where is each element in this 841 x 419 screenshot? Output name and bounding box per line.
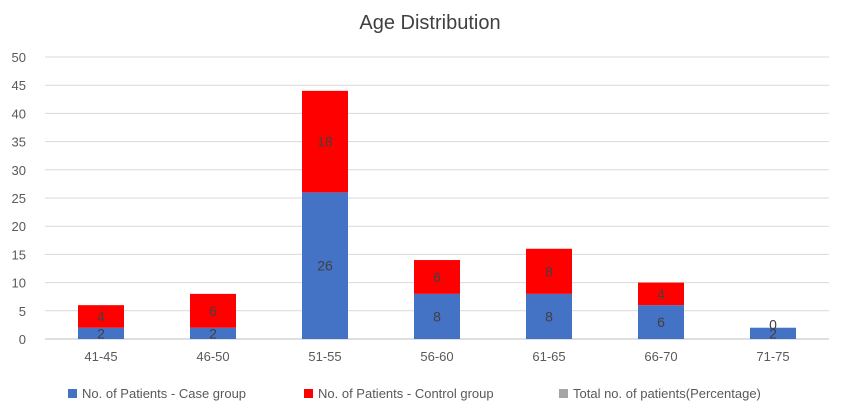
legend: No. of Patients - Case group No. of Patie… [68, 386, 761, 401]
data-label-case: 2 [769, 325, 777, 341]
y-tick-label: 10 [12, 276, 26, 291]
bar-control-51-55 [302, 90, 348, 193]
data-label-control: 18 [317, 134, 333, 150]
x-tick-label: 71-75 [756, 349, 789, 364]
gridlines [45, 56, 829, 340]
data-label-control: 6 [209, 303, 217, 319]
data-label-case: 2 [97, 325, 105, 341]
bar-control-61-65 [526, 248, 572, 294]
data-label-control: 0 [769, 317, 777, 333]
legend-swatch [559, 389, 568, 398]
data-label-control: 6 [433, 269, 441, 285]
y-tick-label: 5 [19, 304, 26, 319]
y-tick-label: 35 [12, 135, 26, 150]
legend-entry: Total no. of patients(Percentage) [573, 386, 761, 401]
legend-swatch [304, 389, 313, 398]
legend-swatch [68, 389, 77, 398]
x-tick-label: 51-55 [308, 349, 341, 364]
data-label-case: 6 [657, 314, 665, 330]
bar-control-66-70 [638, 282, 684, 306]
y-tick-label: 50 [12, 50, 26, 65]
y-tick-label: 0 [19, 332, 26, 347]
x-tick-label: 66-70 [644, 349, 677, 364]
bar-control-46-50 [190, 293, 236, 328]
legend-entry: No. of Patients - Case group [82, 386, 246, 401]
bar-case-61-65 [526, 293, 572, 339]
bar-case-51-55 [302, 192, 348, 339]
data-label-case: 2 [209, 325, 217, 341]
data-label-control: 4 [97, 308, 105, 324]
data-label-control: 4 [657, 286, 665, 302]
data-label-case: 26 [317, 258, 333, 274]
data-label-control: 8 [545, 263, 553, 279]
x-tick-label: 56-60 [420, 349, 453, 364]
bar-control-56-60 [414, 260, 460, 294]
y-axis: 0 5 10 15 20 25 30 35 40 45 50 [12, 50, 26, 347]
y-tick-label: 45 [12, 78, 26, 93]
chart-title: Age Distribution [359, 12, 500, 34]
y-tick-label: 15 [12, 247, 26, 262]
y-tick-label: 40 [12, 106, 26, 121]
bar-case-71-75 [750, 327, 796, 339]
y-tick-label: 25 [12, 191, 26, 206]
data-label-case: 8 [433, 308, 441, 324]
x-axis: 41-45 46-50 51-55 56-60 61-65 66-70 71-75 [84, 349, 789, 364]
x-tick-label: 41-45 [84, 349, 117, 364]
bar-case-46-50 [190, 327, 236, 339]
x-tick-label: 61-65 [532, 349, 565, 364]
bar-case-66-70 [638, 305, 684, 339]
y-tick-label: 20 [12, 219, 26, 234]
bar-case-56-60 [414, 293, 460, 339]
x-tick-label: 46-50 [196, 349, 229, 364]
legend-entry: No. of Patients - Control group [318, 386, 494, 401]
bar-control-41-45 [78, 305, 124, 328]
y-tick-label: 30 [12, 163, 26, 178]
bar-case-41-45 [78, 327, 124, 339]
data-label-case: 8 [545, 308, 553, 324]
